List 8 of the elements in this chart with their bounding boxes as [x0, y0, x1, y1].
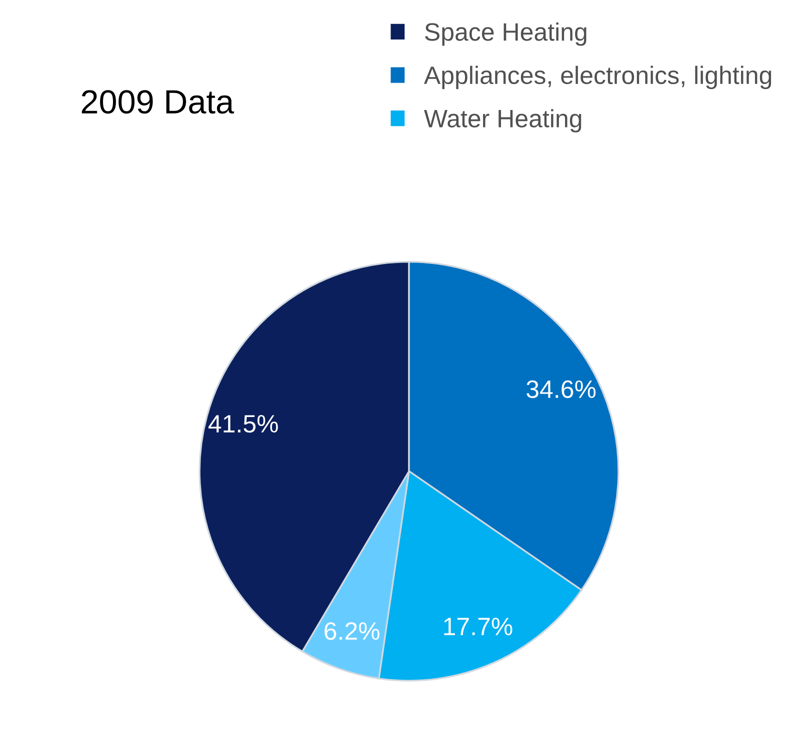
legend-label: Appliances, electronics, lighting — [424, 66, 772, 90]
text: 2009 Data — [82, 90, 234, 114]
legend-label: Space Heating — [425, 22, 586, 46]
data-label: 34.6% — [526, 380, 596, 398]
legend-label: Water Heating — [424, 109, 582, 132]
data-label: 41.5% — [208, 415, 278, 433]
data-label: 17.7% — [444, 618, 512, 636]
data-label: 6.2% — [324, 622, 380, 640]
